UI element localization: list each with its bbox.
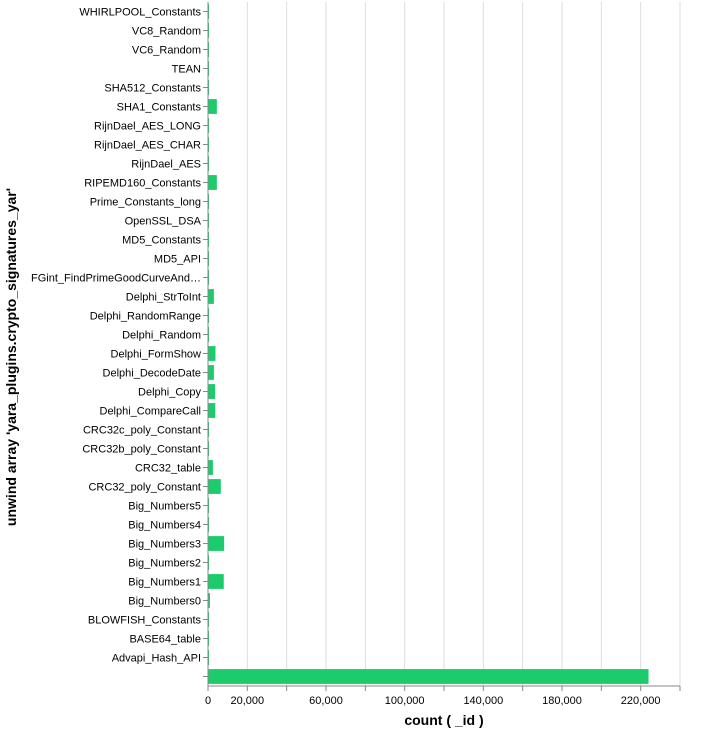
x-tick-label: 140,000: [463, 695, 503, 707]
bar: [208, 175, 217, 190]
category-label: RijnDael_AES: [131, 159, 201, 171]
bar: [208, 384, 216, 399]
category-label: Delphi_Random: [122, 330, 201, 342]
bar: [208, 593, 210, 608]
category-label: Big_Numbers3: [128, 539, 201, 551]
category-label: CRC32b_poly_Constant: [82, 444, 201, 456]
bar: [208, 479, 221, 494]
category-label: CRC32_poly_Constant: [88, 482, 201, 494]
category-label: CRC32_table: [135, 463, 201, 475]
category-label: VC8_Random: [132, 26, 201, 38]
x-tick-label: 0: [205, 695, 211, 707]
category-label: Big_Numbers0: [128, 596, 201, 608]
bar: [208, 365, 214, 380]
category-label: RijnDael_AES_LONG: [94, 121, 201, 133]
bar: [208, 460, 213, 475]
category-label: OpenSSL_DSA: [125, 216, 202, 228]
category-label: Delphi_Copy: [138, 387, 201, 399]
bar: [208, 536, 225, 551]
category-label: RIPEMD160_Constants: [84, 178, 201, 190]
x-axis-ticks: 0 20,000 60,000 100,000 140,000 180,000 220,00…: [205, 686, 681, 707]
category-label: Big_Numbers4: [128, 520, 201, 532]
x-tick-label: 20,000: [231, 695, 265, 707]
category-label: MD5_API: [154, 254, 201, 266]
x-tick-label: 60,000: [309, 695, 343, 707]
category-label: SHA1_Constants: [117, 102, 202, 114]
x-tick-label: 100,000: [385, 695, 425, 707]
bar: [208, 574, 224, 589]
category-label: Big_Numbers2: [128, 558, 201, 570]
category-label: Delphi_RandomRange: [90, 311, 201, 323]
category-label: WHIRLPOOL_Constants: [79, 7, 201, 19]
category-label: Prime_Constants_long: [90, 197, 201, 209]
bar: [208, 346, 216, 361]
bar: [208, 669, 649, 684]
bar: [208, 403, 216, 418]
category-label: BASE64_table: [129, 634, 201, 646]
y-axis-title: unwind array 'yara_plugins.crypto_signat…: [3, 188, 19, 526]
category-label: Big_Numbers1: [128, 577, 201, 589]
bar: [208, 289, 214, 304]
category-label: Advapi_Hash_API: [112, 653, 201, 665]
bar: [208, 99, 217, 114]
category-label: TEAN: [172, 64, 201, 76]
category-label: Delphi_FormShow: [111, 349, 202, 361]
category-label: Delphi_DecodeDate: [103, 368, 201, 380]
category-label: CRC32c_poly_Constant: [83, 425, 201, 437]
category-label: RijnDael_AES_CHAR: [94, 140, 201, 152]
category-label: Big_Numbers5: [128, 501, 201, 513]
category-label: SHA512_Constants: [104, 83, 201, 95]
category-label: VC6_Random: [132, 45, 201, 57]
bars: [208, 4, 649, 684]
category-label: MD5_Constants: [122, 235, 201, 247]
x-tick-label: 220,000: [621, 695, 661, 707]
category-labels: WHIRLPOOL_Constants VC8_Random VC6_Random T…: [31, 7, 208, 677]
category-label: FGint_FindPrimeGoodCurveAnd…: [31, 273, 201, 285]
category-label: Delphi_CompareCall: [100, 406, 202, 418]
category-label: BLOWFISH_Constants: [88, 615, 202, 627]
x-tick-label: 180,000: [542, 695, 582, 707]
grid-lines: [246, 2, 681, 686]
category-label: Delphi_StrToInt: [126, 292, 201, 304]
x-axis-title: count ( _id ): [404, 712, 483, 728]
